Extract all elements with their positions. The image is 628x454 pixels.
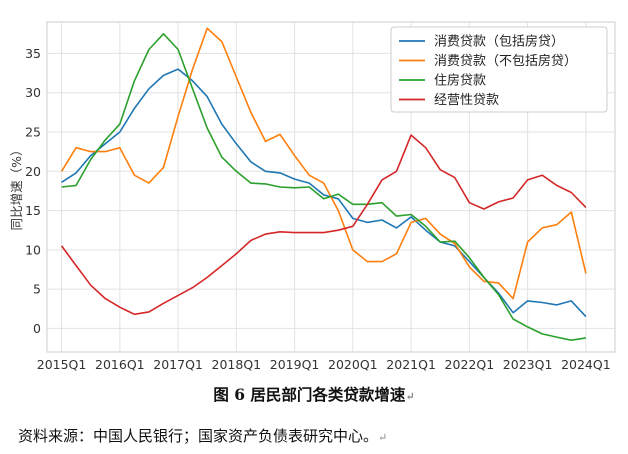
x-tick-label: 2024Q1 — [561, 357, 611, 372]
y-tick-label: 25 — [25, 125, 41, 140]
x-tick-label: 2019Q1 — [270, 357, 320, 372]
series-line-0 — [61, 68, 587, 318]
x-tick-label: 2022Q1 — [445, 357, 495, 372]
series-line-2 — [61, 32, 587, 342]
x-tick-label: 2021Q1 — [386, 357, 436, 372]
x-tick-label: 2017Q1 — [153, 357, 203, 372]
y-tick-label: 20 — [25, 164, 41, 179]
y-tick-label: 35 — [25, 46, 41, 61]
figure-caption: 图 6 居民部门各类贷款增速↵ — [0, 383, 628, 405]
y-axis-label: 同比增速（%） — [9, 144, 24, 231]
y-tick-label: 15 — [25, 203, 41, 218]
y-tick-label: 10 — [25, 242, 41, 257]
x-tick-label: 2020Q1 — [328, 357, 378, 372]
paragraph-mark: ↵ — [405, 390, 415, 403]
legend-entry-2: 住房贷款 — [434, 73, 486, 89]
y-tick-label: 5 — [33, 282, 41, 297]
y-tick-label: 30 — [25, 85, 41, 100]
source-note: 资料来源：中国人民银行；国家资产负债表研究中心。↵ — [18, 425, 387, 446]
series-line-1 — [60, 27, 587, 300]
x-tick-labels: 2015Q1 2016Q1 2017Q1 2018Q1 2019Q1 2020Q1 2021… — [37, 357, 611, 372]
legend-box — [390, 26, 608, 113]
x-tick-label: 2023Q1 — [503, 357, 553, 372]
y-tick-label: 0 — [33, 321, 41, 336]
series-lines — [60, 27, 587, 342]
x-tick-label: 2016Q1 — [95, 357, 145, 372]
x-tick-label: 2015Q1 — [37, 357, 87, 372]
figure-caption-text: 图 6 居民部门各类贷款增速 — [213, 385, 406, 404]
legend-entry-1: 消费贷款（不包括房贷） — [434, 53, 577, 69]
y-tick-labels: 0 5 10 15 20 25 30 35 — [25, 46, 41, 336]
source-note-text: 资料来源：中国人民银行；国家资产负债表研究中心。 — [18, 427, 379, 445]
x-tick-label: 2018Q1 — [212, 357, 262, 372]
paragraph-mark: ↵ — [378, 431, 388, 444]
series-line-3 — [60, 134, 587, 316]
legend-entry-0: 消费贷款（包括房贷） — [434, 34, 564, 50]
legend-entry-3: 经营性贷款 — [434, 93, 499, 108]
